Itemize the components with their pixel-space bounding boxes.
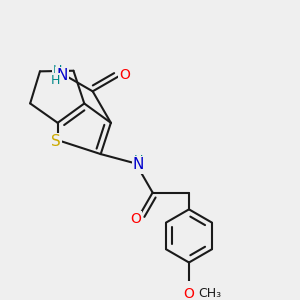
Text: S: S (51, 134, 61, 149)
Text: N: N (133, 158, 144, 172)
Text: O: O (184, 287, 194, 300)
Text: H: H (134, 154, 143, 167)
Text: O: O (119, 68, 130, 82)
Text: CH₃: CH₃ (198, 287, 221, 300)
Text: H: H (50, 74, 60, 87)
Text: N: N (56, 68, 68, 83)
Text: O: O (130, 212, 141, 226)
Text: H: H (53, 64, 62, 77)
